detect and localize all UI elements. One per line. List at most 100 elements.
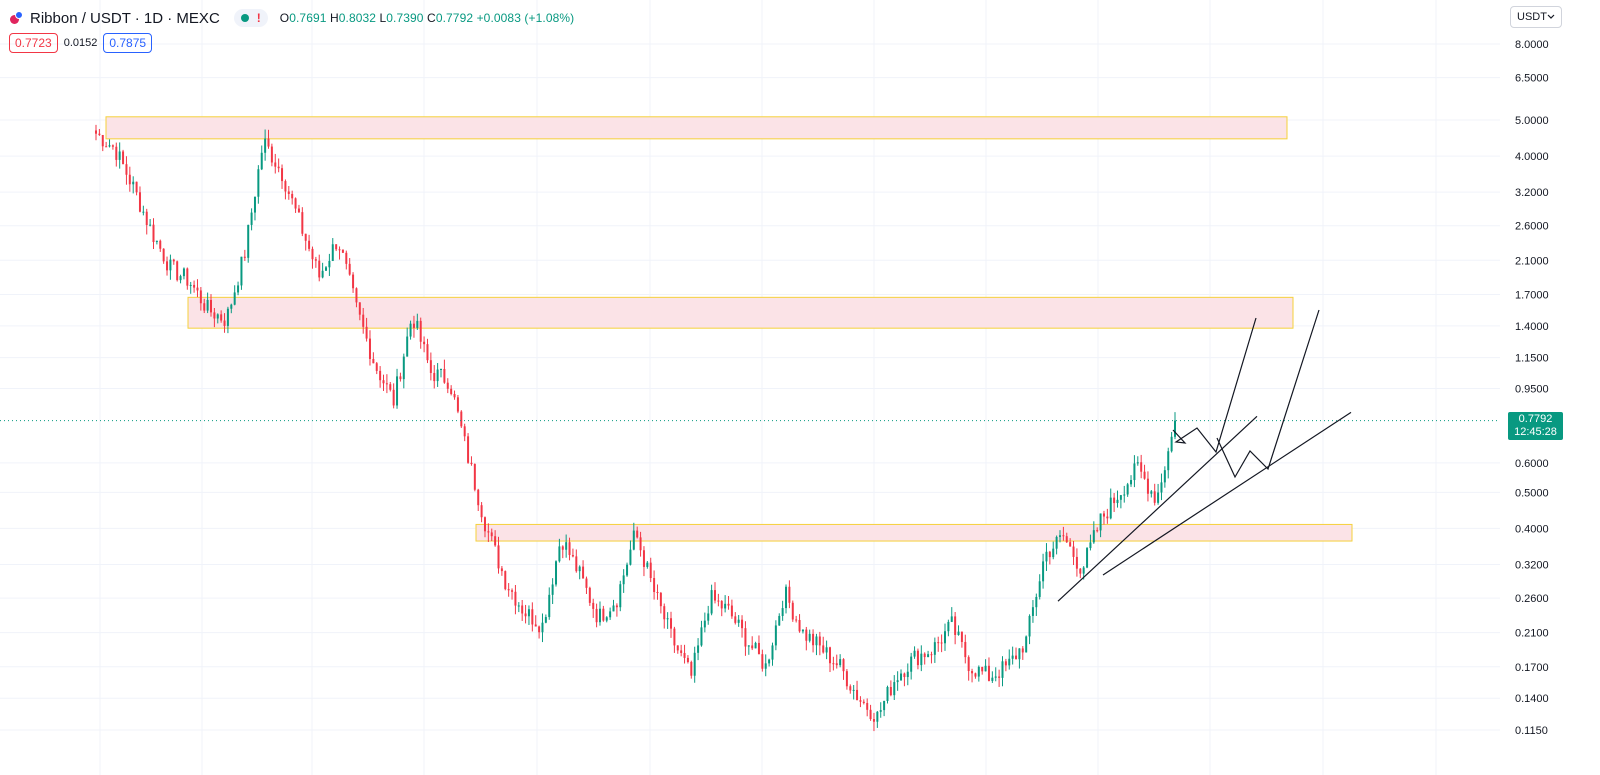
y-tick-label: 0.1150: [1515, 725, 1548, 737]
y-tick-label: 0.2600: [1515, 593, 1549, 605]
candle: [1079, 568, 1082, 579]
candle-body: [582, 566, 585, 579]
candle: [260, 145, 263, 171]
sell-price-button[interactable]: 0.7723: [9, 33, 58, 53]
market-status-pill[interactable]: !: [233, 9, 268, 27]
candle-body: [362, 314, 365, 327]
candle: [994, 667, 997, 682]
candle-body: [149, 224, 152, 226]
candle-body: [284, 181, 287, 192]
candle-body: [250, 212, 253, 225]
candle-body: [788, 586, 791, 603]
candle-body: [1008, 658, 1011, 666]
candle: [575, 549, 578, 573]
candle: [328, 253, 331, 276]
candle: [527, 605, 530, 625]
last-price-label: 0.7792 12:45:28: [1508, 412, 1563, 440]
candle: [757, 635, 760, 655]
candle: [1086, 547, 1089, 569]
candle: [409, 320, 412, 340]
candle: [954, 612, 957, 645]
candle-body: [504, 571, 507, 590]
candle: [619, 580, 622, 612]
candle-body: [592, 602, 595, 609]
candle-body: [1015, 655, 1018, 660]
candle-body: [98, 133, 101, 135]
candle: [1072, 540, 1075, 566]
candle-body: [511, 590, 514, 592]
candle-body: [497, 545, 500, 569]
candle: [169, 254, 172, 280]
candle: [1069, 538, 1072, 547]
candle-body: [172, 259, 175, 262]
candle: [1075, 548, 1078, 577]
candle-body: [673, 628, 676, 646]
candle: [622, 569, 625, 593]
candle-body: [1174, 420, 1176, 437]
candle: [815, 633, 818, 656]
candle: [193, 280, 196, 293]
candle: [632, 522, 635, 551]
candle-body: [795, 619, 798, 621]
candle-body: [896, 680, 899, 683]
candle: [497, 536, 500, 574]
candle: [1065, 532, 1068, 544]
candle: [984, 659, 987, 672]
candle-body: [1133, 463, 1136, 481]
candle: [450, 385, 453, 396]
candle-body: [1058, 535, 1061, 537]
candle: [1048, 550, 1051, 565]
candle: [835, 654, 838, 669]
candle: [142, 205, 145, 216]
candle-body: [159, 240, 162, 249]
candle: [487, 523, 490, 542]
candle: [115, 142, 118, 167]
candle-body: [798, 620, 801, 632]
candle-body: [145, 211, 148, 225]
close-key: C: [427, 11, 436, 25]
candle-body: [392, 389, 395, 406]
buy-price-button[interactable]: 0.7875: [103, 33, 153, 53]
price-zone-0: [105, 116, 1288, 140]
candle: [500, 566, 503, 576]
candle-body: [943, 631, 946, 644]
candle: [1004, 658, 1007, 672]
candle-body: [987, 665, 990, 681]
candle: [375, 361, 378, 375]
candle-body: [1096, 530, 1099, 532]
candle: [832, 656, 835, 671]
candle: [974, 672, 977, 679]
candle: [514, 585, 517, 615]
candle-body: [866, 702, 869, 710]
candle-body: [169, 259, 172, 271]
candlestick-series: [0, 124, 1500, 732]
candle-body: [206, 299, 209, 311]
candle: [947, 619, 950, 637]
candle-body: [778, 615, 781, 626]
candle: [1130, 475, 1133, 487]
candle: [585, 576, 588, 595]
candle: [683, 644, 686, 664]
candle: [152, 218, 155, 250]
candle: [822, 636, 825, 654]
currency-selector[interactable]: USDT: [1510, 6, 1562, 28]
candle-body: [578, 566, 581, 572]
candle-body: [230, 304, 233, 309]
candle: [693, 646, 696, 683]
candle-body: [923, 653, 926, 658]
candle: [463, 423, 466, 442]
candle-body: [203, 303, 206, 311]
projection-path-0: [1172, 317, 1257, 454]
candle: [345, 250, 348, 270]
candle-body: [213, 312, 216, 319]
candle-body: [372, 358, 375, 364]
symbol-title[interactable]: Ribbon / USDT · 1D · MEXC: [30, 9, 220, 27]
candle-body: [521, 605, 524, 614]
candle: [886, 685, 889, 704]
candle-body: [264, 138, 267, 153]
candle-body: [741, 619, 744, 629]
low-value: 0.7390: [386, 11, 424, 25]
candle: [338, 246, 341, 260]
candle-body: [247, 224, 250, 258]
